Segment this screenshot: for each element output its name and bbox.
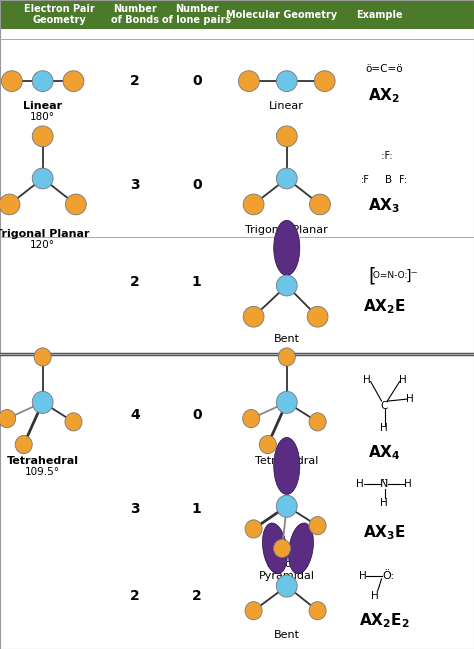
Text: B: B: [385, 175, 392, 185]
Ellipse shape: [276, 391, 297, 413]
Text: H: H: [380, 423, 388, 434]
Ellipse shape: [273, 539, 291, 557]
Ellipse shape: [0, 194, 20, 215]
Text: Trigonal Planar: Trigonal Planar: [246, 225, 328, 236]
Ellipse shape: [309, 602, 326, 620]
Text: Bent: Bent: [274, 630, 300, 640]
Ellipse shape: [1, 71, 22, 92]
Bar: [0, 0, 474, 29]
Text: 0: 0: [192, 178, 201, 192]
Ellipse shape: [263, 523, 287, 574]
Text: $\mathbf{AX_3}$: $\mathbf{AX_3}$: [368, 197, 400, 215]
Ellipse shape: [276, 126, 297, 147]
Text: 180°: 180°: [30, 112, 55, 123]
Ellipse shape: [245, 602, 262, 620]
Ellipse shape: [0, 410, 16, 428]
Ellipse shape: [278, 348, 295, 366]
Ellipse shape: [32, 391, 53, 413]
Ellipse shape: [289, 523, 313, 574]
Text: 0: 0: [192, 408, 201, 422]
Text: 2: 2: [130, 275, 140, 289]
Ellipse shape: [307, 306, 328, 327]
Text: 1: 1: [192, 275, 201, 289]
Text: 2: 2: [192, 589, 201, 603]
Text: 1: 1: [192, 502, 201, 517]
Text: 0: 0: [192, 74, 201, 88]
Ellipse shape: [273, 221, 300, 275]
Text: 2: 2: [130, 74, 140, 88]
Ellipse shape: [65, 413, 82, 431]
Ellipse shape: [32, 168, 53, 189]
Text: Linear: Linear: [269, 101, 304, 111]
Ellipse shape: [243, 410, 260, 428]
Text: [: [: [368, 266, 376, 286]
Text: $\mathbf{AX_2E}$: $\mathbf{AX_2E}$: [363, 298, 405, 316]
Ellipse shape: [245, 520, 262, 538]
Text: 3: 3: [130, 502, 140, 517]
Text: 4: 4: [130, 408, 140, 422]
Text: Trigonal Planar: Trigonal Planar: [0, 228, 90, 239]
Ellipse shape: [243, 306, 264, 327]
Ellipse shape: [314, 71, 335, 92]
Ellipse shape: [276, 495, 297, 517]
Text: :O=N-O:: :O=N-O:: [370, 271, 407, 280]
Text: 2: 2: [130, 589, 140, 603]
Ellipse shape: [309, 413, 326, 431]
Ellipse shape: [276, 575, 297, 597]
Text: H: H: [359, 571, 366, 582]
Text: 109.5°: 109.5°: [25, 467, 60, 478]
Text: H: H: [404, 478, 411, 489]
Text: N̈: N̈: [380, 478, 388, 489]
Text: $\mathbf{AX_2}$: $\mathbf{AX_2}$: [368, 86, 400, 104]
Ellipse shape: [309, 517, 326, 535]
Ellipse shape: [15, 435, 32, 454]
Text: Trigonal
Pyramidal: Trigonal Pyramidal: [259, 559, 315, 581]
Text: :F: :F: [361, 175, 369, 185]
Text: ö=C=ö: ö=C=ö: [365, 64, 403, 75]
Text: Linear: Linear: [23, 101, 62, 111]
Text: F:: F:: [399, 175, 407, 185]
Ellipse shape: [273, 437, 300, 495]
Text: $\mathbf{AX_3E}$: $\mathbf{AX_3E}$: [363, 523, 405, 541]
Text: H: H: [399, 374, 407, 385]
Text: H: H: [406, 394, 414, 404]
Ellipse shape: [243, 194, 264, 215]
Text: H: H: [371, 591, 378, 601]
Text: $\mathbf{AX_4}$: $\mathbf{AX_4}$: [368, 444, 400, 462]
Text: :F:: :F:: [375, 151, 393, 161]
Ellipse shape: [32, 71, 53, 92]
Text: Electron Pair
Geometry: Electron Pair Geometry: [24, 4, 94, 25]
Ellipse shape: [34, 348, 51, 366]
Text: ]⁻: ]⁻: [406, 269, 419, 283]
Text: 120°: 120°: [30, 240, 55, 251]
Ellipse shape: [63, 71, 84, 92]
Ellipse shape: [65, 194, 86, 215]
Ellipse shape: [259, 435, 276, 454]
Text: C: C: [380, 400, 388, 411]
Text: H: H: [356, 478, 364, 489]
Text: Example: Example: [356, 10, 402, 19]
Text: Molecular Geometry: Molecular Geometry: [227, 10, 337, 19]
Ellipse shape: [310, 194, 330, 215]
Text: Bent: Bent: [274, 334, 300, 344]
Text: Number
of lone pairs: Number of lone pairs: [162, 4, 231, 25]
Ellipse shape: [276, 275, 297, 296]
Text: 3: 3: [130, 178, 140, 192]
Text: $\mathbf{AX_2E_2}$: $\mathbf{AX_2E_2}$: [359, 611, 409, 630]
Text: Tetrahedral: Tetrahedral: [7, 456, 79, 466]
Ellipse shape: [238, 71, 259, 92]
Ellipse shape: [32, 126, 53, 147]
Text: Number
of Bonds: Number of Bonds: [111, 4, 159, 25]
Ellipse shape: [276, 168, 297, 189]
Text: Tetrahedral: Tetrahedral: [255, 456, 319, 466]
Text: H: H: [364, 374, 371, 385]
Ellipse shape: [276, 71, 297, 92]
Text: H: H: [380, 498, 388, 508]
Text: Ö:: Ö:: [383, 571, 395, 582]
